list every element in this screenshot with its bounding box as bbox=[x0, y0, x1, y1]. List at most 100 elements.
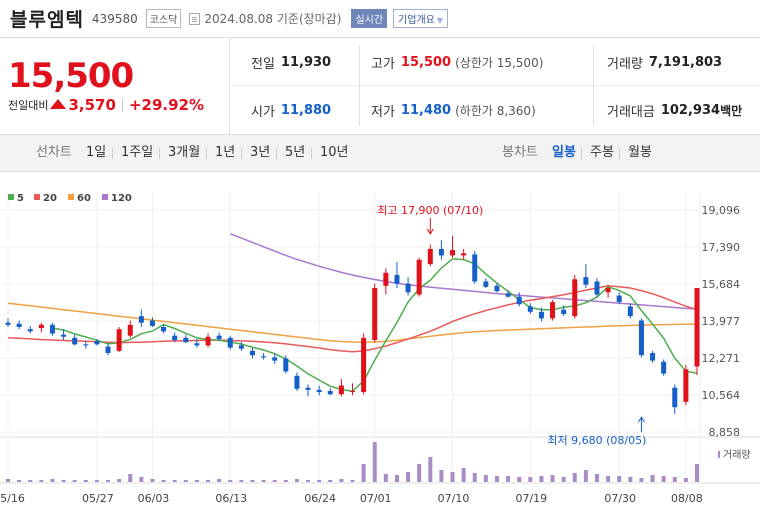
candle-body bbox=[383, 272, 389, 286]
volume-label: 거래량 bbox=[607, 56, 643, 72]
candle-body bbox=[5, 322, 11, 325]
volume-legend-swatch bbox=[718, 451, 720, 458]
candle-body bbox=[61, 334, 67, 337]
volume-bar bbox=[561, 477, 566, 482]
ma120-line bbox=[230, 233, 698, 310]
stock-name: 블루엠텍 bbox=[10, 9, 84, 31]
low-value: 11,480 bbox=[400, 102, 452, 118]
volume-bar bbox=[506, 476, 511, 482]
tab-divider bbox=[276, 148, 277, 159]
candle-body bbox=[661, 361, 667, 374]
tab-5y[interactable]: 5년 bbox=[285, 145, 306, 160]
volume-bar bbox=[628, 477, 633, 482]
volume-cell: 거래량 7,191,803 bbox=[607, 38, 722, 86]
candle-body bbox=[472, 254, 478, 282]
volume-bar bbox=[528, 477, 533, 482]
legend-swatch bbox=[34, 194, 40, 200]
candle-body bbox=[227, 337, 233, 348]
candle-body bbox=[527, 306, 533, 312]
volume-bar bbox=[72, 480, 77, 482]
realtime-button[interactable]: 실시간 bbox=[351, 9, 388, 28]
amount-label: 거래대금 bbox=[607, 104, 655, 120]
candle-body bbox=[205, 336, 211, 346]
y-tick-label: 13,977 bbox=[702, 315, 741, 328]
column-divider bbox=[359, 46, 360, 126]
volume-bar bbox=[83, 480, 88, 482]
volume-bar bbox=[294, 479, 299, 482]
candle-body bbox=[16, 323, 22, 328]
column-divider bbox=[593, 46, 594, 126]
volume-bar bbox=[128, 474, 133, 482]
candle-body bbox=[505, 293, 511, 297]
volume-bar bbox=[328, 480, 333, 482]
candle-body bbox=[172, 335, 178, 341]
company-info-label: 기업개요 bbox=[398, 15, 435, 26]
volume-bar bbox=[450, 472, 455, 482]
volume-bar bbox=[572, 473, 577, 482]
candle-body bbox=[550, 302, 556, 319]
candle-body bbox=[38, 324, 44, 329]
tab-3y[interactable]: 3년 bbox=[250, 145, 271, 160]
y-tick-label: 19,096 bbox=[702, 204, 741, 217]
candlestick-chart: 19,096 17,390 15,684 13,977 12,271 10,564 8,85… bbox=[0, 192, 760, 505]
volume-bar bbox=[372, 442, 377, 482]
tab-weekly[interactable]: 주봉 bbox=[590, 145, 614, 160]
candle-body bbox=[83, 344, 89, 346]
candle-body bbox=[338, 385, 344, 395]
ma5-line bbox=[52, 258, 698, 392]
volume-bar bbox=[94, 480, 99, 482]
volume-bar bbox=[683, 478, 688, 482]
company-info-dropdown[interactable]: 기업개요 ▼ bbox=[393, 9, 449, 28]
volume-bar bbox=[517, 477, 522, 482]
volume-bar bbox=[439, 470, 444, 482]
candle-body bbox=[627, 306, 633, 317]
stats-row-1: 전일 11,930 고가 15,500 (상한가 15,500) 거래량 7,1… bbox=[231, 38, 760, 86]
volume-bar bbox=[428, 457, 433, 482]
x-tick-label: 05/16 bbox=[0, 492, 25, 505]
candle-body bbox=[127, 324, 133, 336]
tab-1y[interactable]: 1년 bbox=[215, 145, 236, 160]
prev-close-value: 11,930 bbox=[280, 54, 332, 70]
market-badge: 코스닥 bbox=[145, 9, 182, 28]
tab-monthly[interactable]: 월봉 bbox=[628, 145, 652, 160]
tab-10y[interactable]: 10년 bbox=[320, 145, 349, 160]
candle-body bbox=[494, 285, 500, 292]
legend-swatch bbox=[68, 194, 74, 200]
candle-body bbox=[572, 279, 578, 317]
x-tick-label: 07/19 bbox=[515, 492, 547, 505]
ma60-line bbox=[7, 302, 698, 343]
tab-daily[interactable]: 일봉 bbox=[552, 145, 576, 160]
volume-bar bbox=[361, 464, 366, 482]
volume-bar bbox=[317, 480, 322, 482]
tab-1w[interactable]: 1주일 bbox=[121, 145, 154, 160]
candle-body bbox=[605, 287, 611, 293]
volume-bar bbox=[206, 480, 211, 482]
legend-label: 60 bbox=[77, 193, 91, 204]
candle-body bbox=[594, 281, 600, 295]
candle-chart-label: 봉차트 bbox=[502, 145, 538, 160]
candle-body bbox=[138, 316, 144, 323]
candle-body bbox=[305, 387, 311, 390]
candle-body bbox=[583, 277, 589, 285]
candle-body bbox=[450, 250, 456, 256]
x-tick-label: 07/10 bbox=[438, 492, 470, 505]
low-arrow-head-icon bbox=[638, 416, 645, 423]
volume-bar bbox=[306, 480, 311, 482]
candle-body bbox=[272, 357, 278, 361]
prev-close-cell: 전일 11,930 bbox=[251, 38, 331, 86]
divider bbox=[121, 98, 123, 112]
candle-body bbox=[683, 369, 689, 402]
volume-bar bbox=[17, 480, 22, 482]
candle-body bbox=[238, 345, 244, 349]
volume-bar bbox=[6, 479, 10, 482]
volume-bar bbox=[106, 480, 111, 482]
candle-body bbox=[316, 389, 322, 393]
volume-bar bbox=[617, 476, 622, 482]
volume-bar bbox=[183, 480, 188, 482]
volume-bar bbox=[217, 479, 222, 482]
volume-bar bbox=[594, 474, 599, 482]
as-of-date: 2024.08.08 기준(장마감) bbox=[204, 12, 342, 26]
tab-1d[interactable]: 1일 bbox=[86, 145, 107, 160]
price-summary: 15,500 전일대비 3,570 +29.92% bbox=[0, 38, 230, 134]
tab-3m[interactable]: 3개월 bbox=[168, 145, 201, 160]
